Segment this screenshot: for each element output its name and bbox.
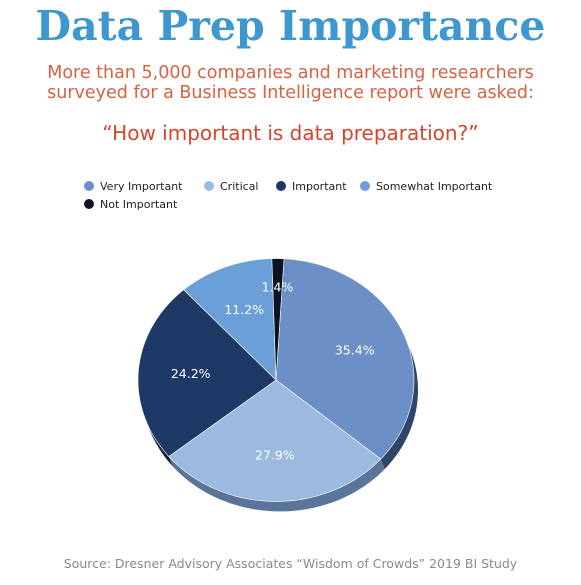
legend-swatch bbox=[84, 199, 94, 209]
legend-item-critical: Critical bbox=[204, 178, 258, 194]
pie-side-critical bbox=[168, 456, 385, 512]
legend-label: Not Important bbox=[100, 197, 178, 211]
data-label-important: 24.2% bbox=[171, 366, 211, 381]
legend-item-important: Important bbox=[276, 178, 347, 194]
pie-labels: 35.4% 27.9% 24.2% 11.2% 1.4% bbox=[171, 280, 375, 463]
legend-item-not-important: Not Important bbox=[84, 196, 177, 212]
legend-swatch bbox=[360, 181, 370, 191]
subtitle-line-1: More than 5,000 companies and marketing … bbox=[47, 63, 534, 83]
survey-question: “How important is data preparation?” bbox=[102, 121, 479, 145]
legend-item-somewhat-important: Somewhat Important bbox=[360, 178, 492, 194]
pie-slice-critical bbox=[168, 379, 382, 502]
legend-label: Critical bbox=[220, 179, 259, 193]
pie-slices bbox=[137, 258, 415, 502]
legend-swatch bbox=[276, 181, 286, 191]
pie-slice-somewhat-important bbox=[183, 258, 277, 381]
pie-slice-very-important bbox=[275, 258, 415, 460]
data-label-critical: 27.9% bbox=[255, 447, 295, 462]
data-label-somewhat-important: 11.2% bbox=[224, 302, 264, 317]
pie-slice-important bbox=[137, 289, 277, 457]
legend-item-very-important: Very Important bbox=[84, 178, 183, 194]
legend-swatch bbox=[84, 181, 94, 191]
page-title: Data Prep Importance bbox=[35, 2, 546, 50]
legend-label: Very Important bbox=[100, 179, 183, 193]
source-note: Source: Dresner Advisory Associates “Wis… bbox=[63, 556, 518, 571]
legend-label: Important bbox=[292, 179, 347, 193]
pie-slice-not-important bbox=[271, 258, 285, 381]
data-label-very-important: 35.4% bbox=[335, 343, 375, 358]
subtitle-line-2: surveyed for a Business Intelligence rep… bbox=[47, 83, 534, 103]
legend-swatch bbox=[204, 181, 214, 191]
chart-legend: Very Important Critical Important Somewh… bbox=[0, 174, 581, 214]
data-label-not-important: 1.4% bbox=[262, 280, 294, 295]
legend-label: Somewhat Important bbox=[376, 179, 493, 193]
